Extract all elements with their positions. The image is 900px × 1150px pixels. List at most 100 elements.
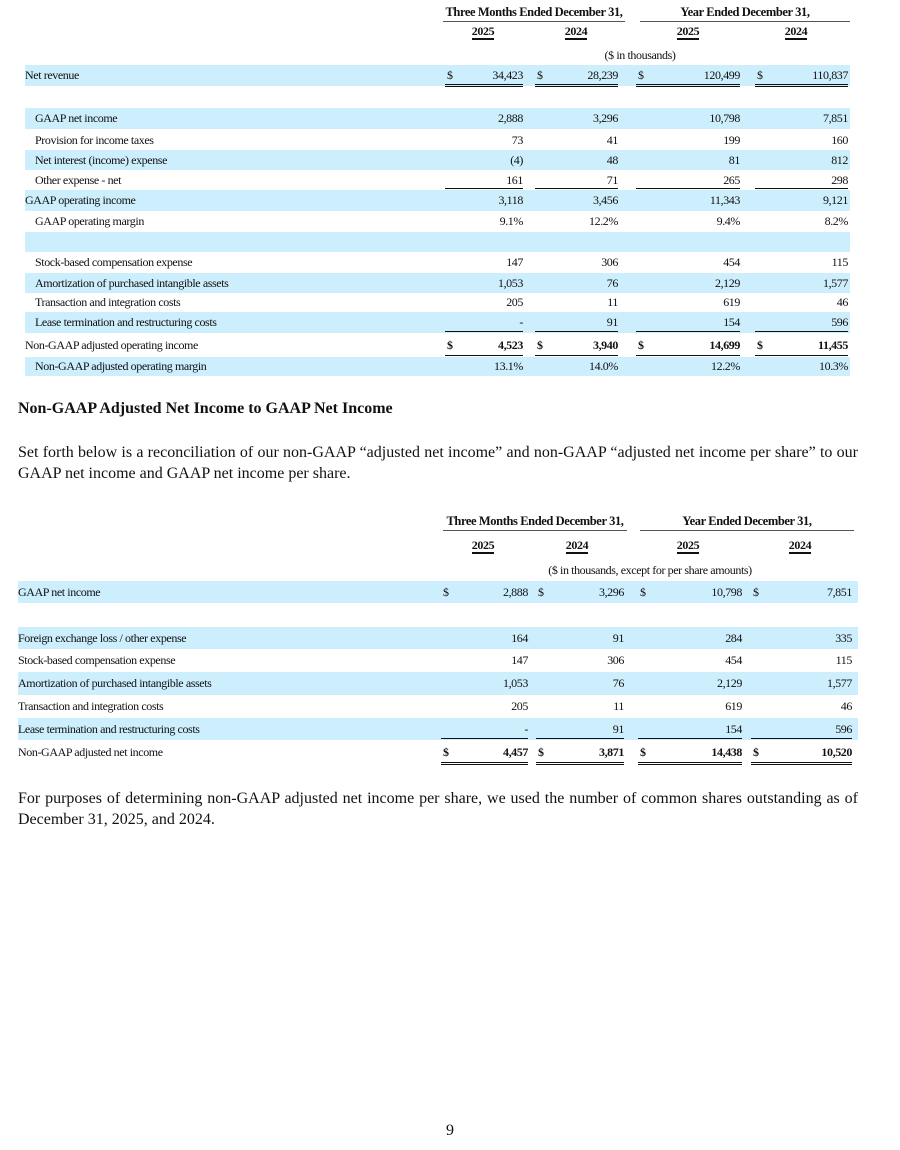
row-label: Provision for income taxes	[35, 133, 154, 147]
page-number: 9	[446, 1122, 454, 1139]
table-row: Non-GAAP adjusted net income $4,457 $3,871…	[18, 740, 858, 765]
table-row: Stock-based compensation expense 147 306 45…	[25, 252, 850, 273]
column-group-header: Three Months Ended December 31,	[443, 5, 625, 22]
value-cell: 9.1%	[499, 214, 524, 228]
row-label: Net interest (income) expense	[35, 153, 168, 167]
value-cell: 2,888	[502, 585, 528, 599]
row-label: Foreign exchange loss / other expense	[18, 631, 187, 645]
table-row: GAAP net income $2,888 $3,296 $10,798 $7,851	[18, 581, 858, 603]
currency-symbol: $	[537, 338, 543, 352]
row-label: Non-GAAP adjusted operating income	[25, 338, 198, 352]
row-label: Non-GAAP adjusted operating margin	[35, 359, 207, 373]
currency-symbol: $	[753, 745, 759, 759]
row-label: Stock-based compensation expense	[18, 653, 176, 667]
year-header: 2024	[536, 24, 616, 40]
value-cell: 91	[535, 312, 618, 332]
value-cell: 1,577	[822, 276, 848, 290]
value-cell: -	[441, 718, 528, 739]
value-cell: -	[445, 312, 523, 332]
value-cell: 2,129	[714, 276, 740, 290]
row-label: GAAP operating income	[25, 193, 136, 207]
table-row: Stock-based compensation expense 147 306 45…	[18, 649, 858, 672]
row-label: GAAP net income	[35, 111, 118, 125]
year-header: 2025	[648, 538, 728, 554]
value-cell	[470, 86, 523, 106]
value-cell: 596	[755, 312, 848, 332]
row-label: GAAP operating margin	[35, 214, 144, 228]
year-label: 2025	[471, 538, 495, 554]
value-cell: 13.1%	[494, 359, 523, 373]
currency-symbol: $	[447, 68, 453, 82]
value-cell: 3,940	[535, 333, 618, 358]
row-label: Other expense - net	[35, 173, 122, 187]
currency-symbol: $	[443, 585, 449, 599]
column-group-label: Year Ended December 31,	[640, 514, 854, 531]
value-cell: 8.2%	[824, 214, 849, 228]
currency-symbol: $	[638, 338, 644, 352]
currency-symbol: $	[443, 745, 449, 759]
value-cell: 10,798	[711, 585, 742, 599]
value-cell: 9,121	[822, 193, 848, 207]
value-cell: 619	[725, 699, 742, 713]
row-label: Transaction and integration costs	[18, 699, 164, 713]
spacer-row	[25, 232, 850, 252]
row-label: Transaction and integration costs	[35, 295, 181, 309]
currency-symbol: $	[537, 68, 543, 82]
value-cell: (4)	[510, 153, 523, 167]
spacer-row	[18, 603, 858, 627]
section-heading: Non-GAAP Adjusted Net Income to GAAP Net…	[18, 400, 393, 417]
value-cell: 10.3%	[819, 359, 848, 373]
value-cell: 81	[728, 153, 741, 167]
value-cell: 298	[755, 170, 848, 189]
value-cell: 4,457	[441, 740, 528, 765]
value-cell: 11	[607, 295, 618, 309]
value-cell: 619	[723, 295, 740, 309]
value-cell: 454	[725, 653, 742, 667]
value-cell: 10,798	[709, 111, 740, 125]
spacer-row	[25, 86, 850, 108]
year-header: 2025	[648, 24, 728, 40]
value-cell: 284	[725, 631, 742, 645]
column-group-label: Three Months Ended December 31,	[443, 5, 625, 22]
value-cell: 46	[840, 699, 853, 713]
row-label: Stock-based compensation expense	[35, 255, 193, 269]
table-row: Foreign exchange loss / other expense 164…	[18, 627, 858, 649]
year-label: 2025	[676, 24, 700, 40]
value-cell: 10,520	[751, 740, 852, 765]
value-cell	[560, 232, 618, 250]
value-cell: 71	[535, 170, 618, 189]
value-cell	[665, 603, 742, 625]
value-cell: 147	[506, 255, 523, 269]
value-cell: 73	[511, 133, 524, 147]
value-cell	[560, 86, 618, 106]
row-label: Lease termination and restructuring cost…	[18, 722, 200, 736]
row-label: Net revenue	[25, 68, 79, 82]
value-cell: 12.2%	[711, 359, 740, 373]
intro-paragraph: Set forth below is a reconciliation of o…	[18, 444, 858, 482]
value-cell: 454	[723, 255, 740, 269]
table-row: Provision for income taxes 73 41 199 160	[25, 130, 850, 150]
value-cell: 120,499	[636, 65, 740, 87]
value-cell: 110,837	[755, 65, 848, 87]
column-group-label: Year Ended December 31,	[640, 5, 850, 22]
year-header: 2025	[443, 538, 523, 554]
value-cell: 115	[831, 255, 849, 269]
value-cell	[780, 86, 848, 106]
value-cell: 14.0%	[589, 359, 618, 373]
value-cell: 9.4%	[716, 214, 741, 228]
year-label: 2025	[471, 24, 495, 40]
value-cell: 46	[836, 295, 849, 309]
table-row: GAAP operating income 3,118 3,456 11,343 9,1…	[25, 190, 850, 211]
value-cell: 154	[638, 718, 742, 739]
year-header: 2024	[537, 538, 617, 554]
table-row: Other expense - net 161 71 265 298	[25, 170, 850, 190]
value-cell	[660, 232, 740, 250]
currency-symbol: $	[638, 68, 644, 82]
currency-symbol: $	[538, 585, 544, 599]
value-cell: 34,423	[445, 65, 523, 87]
value-cell	[562, 603, 624, 625]
value-cell: 1,577	[826, 676, 852, 690]
value-cell	[780, 232, 848, 250]
year-header: 2024	[760, 538, 840, 554]
